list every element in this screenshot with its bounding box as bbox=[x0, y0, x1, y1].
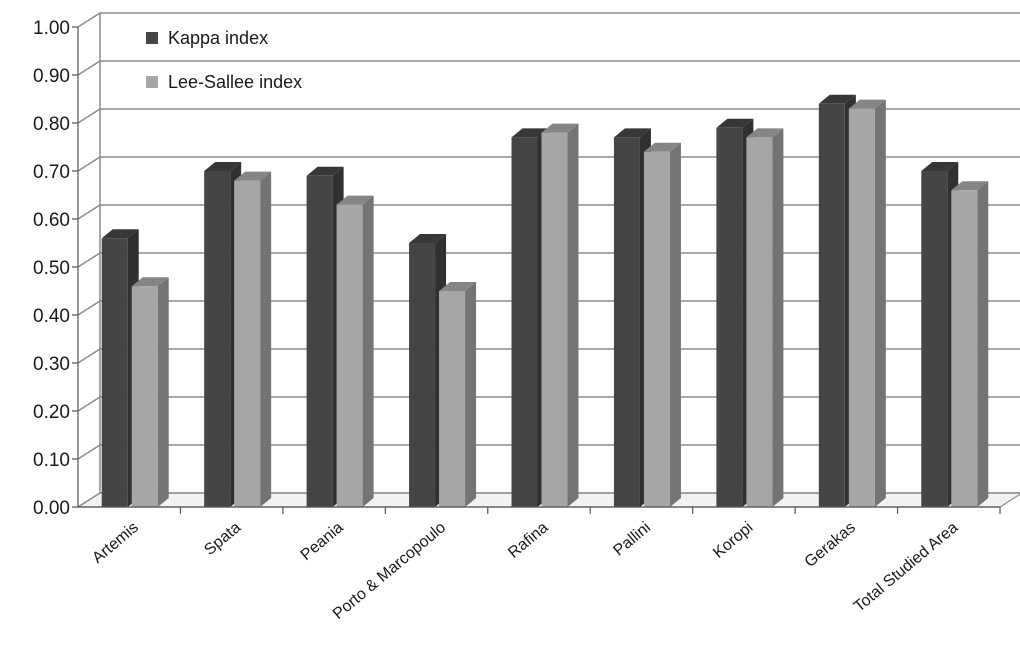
y-tick-label: 0.60 bbox=[33, 210, 70, 231]
bar bbox=[131, 277, 169, 507]
bar-front bbox=[409, 243, 436, 507]
bar-side bbox=[157, 277, 169, 507]
bar-side bbox=[669, 142, 681, 508]
bar-side bbox=[465, 282, 477, 507]
bar-front bbox=[951, 190, 978, 507]
gridlines bbox=[77, 12, 1020, 508]
bar-front bbox=[101, 238, 128, 507]
legend-label: Lee-Sallee index bbox=[168, 72, 302, 92]
gridline bbox=[77, 204, 1020, 220]
x-tick-label: Spata bbox=[201, 519, 244, 559]
bar-front bbox=[336, 204, 363, 507]
bars bbox=[101, 94, 989, 508]
bar-top bbox=[746, 128, 784, 138]
bar-front bbox=[848, 108, 875, 507]
bar-side bbox=[567, 123, 579, 507]
bar bbox=[541, 123, 579, 507]
y-tick-label: 0.80 bbox=[33, 114, 70, 135]
bar-top bbox=[101, 229, 139, 239]
gridline bbox=[77, 60, 1020, 76]
bar-side bbox=[362, 195, 374, 507]
x-tick-label: Gerakas bbox=[802, 519, 859, 571]
y-tick-label: 0.10 bbox=[33, 450, 70, 471]
bar-top bbox=[409, 234, 447, 243]
bar bbox=[643, 142, 681, 508]
bar-top bbox=[131, 277, 169, 287]
legend-item: Lee-Sallee index bbox=[146, 72, 302, 92]
y-tick-label: 0.90 bbox=[33, 66, 70, 87]
legend: Kappa index Lee-Sallee index bbox=[146, 28, 302, 92]
legend-swatch bbox=[146, 32, 158, 44]
x-tick-label: Artemis bbox=[89, 519, 141, 567]
bar-front bbox=[643, 151, 670, 508]
bar-side bbox=[772, 128, 784, 507]
bar bbox=[439, 282, 477, 507]
bar-top bbox=[511, 128, 549, 138]
bar-side bbox=[260, 171, 272, 507]
bar-front bbox=[511, 137, 538, 507]
legend-swatch bbox=[146, 76, 158, 88]
bar-top bbox=[848, 99, 886, 109]
bar bbox=[336, 195, 374, 507]
bar bbox=[951, 181, 989, 507]
y-tick-label: 0.00 bbox=[33, 498, 70, 519]
bar-front bbox=[746, 137, 773, 507]
y-tick-label: 0.30 bbox=[33, 354, 70, 375]
x-tick-label: Total Studied Area bbox=[851, 519, 961, 616]
bar-top bbox=[643, 142, 681, 152]
bar-front bbox=[234, 180, 261, 507]
bar-top bbox=[234, 171, 272, 181]
gridline bbox=[77, 348, 1020, 364]
legend-label: Kappa index bbox=[168, 28, 268, 48]
x-tick-label: Koropi bbox=[710, 519, 756, 562]
gridline bbox=[77, 492, 1020, 508]
bar-top bbox=[951, 181, 989, 191]
x-tick-label: Porto & Marcopoulo bbox=[330, 519, 449, 623]
bar-front bbox=[613, 137, 640, 507]
bar-top bbox=[306, 166, 344, 176]
y-axis-ticks: 0.00 0.10 0.20 0.30 0.40 0.50 0.60 0.70 0.80 0.90… bbox=[33, 18, 79, 519]
bar-front bbox=[716, 127, 743, 508]
bar-top bbox=[716, 118, 754, 128]
gridline bbox=[77, 300, 1020, 316]
x-tick-label: Rafina bbox=[505, 519, 551, 562]
bar-front bbox=[541, 132, 568, 507]
bar bbox=[746, 128, 784, 507]
gridline bbox=[77, 12, 1020, 28]
bar-top bbox=[336, 195, 374, 205]
bar-top bbox=[439, 282, 477, 291]
y-tick-label: 0.40 bbox=[33, 306, 70, 327]
bar-front bbox=[204, 171, 231, 507]
gridline bbox=[77, 396, 1020, 412]
gridline bbox=[77, 444, 1020, 460]
bar-top bbox=[541, 123, 579, 133]
bar-top bbox=[921, 162, 959, 171]
bar-front bbox=[818, 103, 845, 508]
y-tick-label: 0.20 bbox=[33, 402, 70, 423]
bar-top bbox=[204, 162, 242, 171]
y-tick-label: 0.50 bbox=[33, 258, 70, 279]
bar-front bbox=[306, 175, 333, 508]
legend-item: Kappa index bbox=[146, 28, 268, 48]
gridline bbox=[77, 252, 1020, 268]
bar-front bbox=[131, 286, 158, 507]
gridline bbox=[77, 108, 1020, 124]
bar bbox=[848, 99, 886, 507]
y-tick-label: 0.70 bbox=[33, 162, 70, 183]
bar-top bbox=[818, 94, 856, 104]
bar-top bbox=[613, 128, 651, 138]
bar bbox=[234, 171, 272, 507]
x-tick-label: Peania bbox=[298, 519, 347, 564]
gridline bbox=[77, 156, 1020, 172]
y-tick-label: 1.00 bbox=[33, 18, 70, 39]
bar-side bbox=[977, 181, 989, 507]
bar-front bbox=[439, 291, 466, 507]
bar-side bbox=[874, 99, 886, 507]
x-tick-label: Pallini bbox=[610, 519, 654, 559]
bar-front bbox=[921, 171, 948, 507]
